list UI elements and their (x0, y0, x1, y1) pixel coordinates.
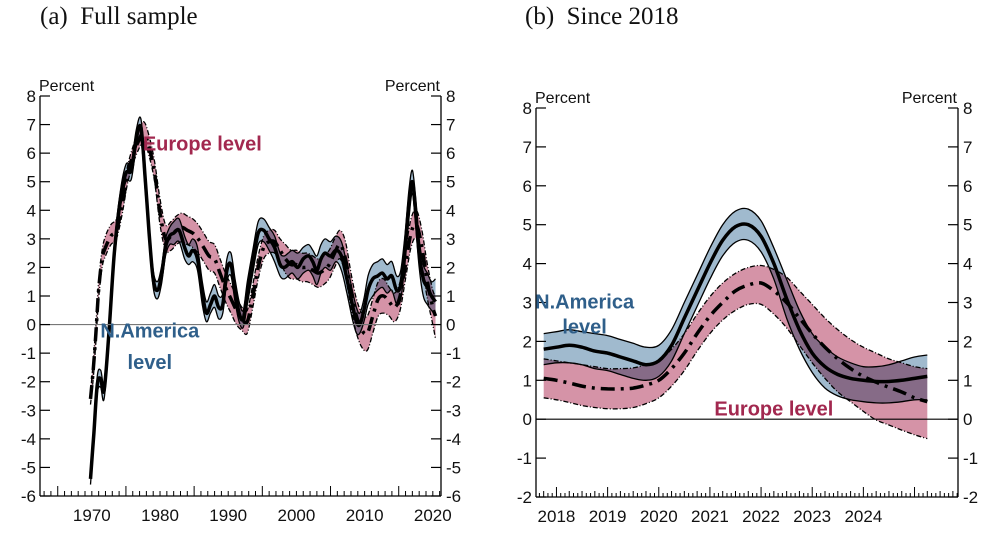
europe-level-line (88, 131, 438, 400)
y-tick-label-right: -4 (446, 430, 461, 449)
y-tick-label-right: 7 (963, 138, 972, 157)
europe-level-label: Europe level (714, 398, 833, 420)
x-tick-label: 2000 (278, 506, 316, 525)
y-axis-unit-right: Percent (385, 78, 441, 95)
y-tick-label-left: 3 (27, 230, 36, 249)
x-tick-label: 1980 (141, 506, 179, 525)
europe-upper-bound (543, 264, 928, 370)
y-tick-label-right: -1 (963, 449, 978, 468)
y-tick-label-left: 4 (27, 201, 36, 220)
y-tick-label-left: 0 (523, 410, 532, 429)
y-tick-label-right: -5 (446, 458, 461, 477)
europe-lower-bound (89, 141, 437, 405)
x-tick-label: 1990 (209, 506, 247, 525)
y-tick-label-left: 6 (523, 177, 532, 196)
y-tick-label-left: 2 (27, 258, 36, 277)
y-tick-label-left: 0 (27, 316, 36, 335)
x-tick-label: 2020 (414, 506, 452, 525)
x-tick-label: 2020 (640, 507, 678, 526)
panel-a-title: (a) Full sample (40, 3, 198, 30)
x-tick-label: 2021 (691, 507, 729, 526)
y-tick-label-left: -5 (21, 458, 36, 477)
europe-level-line (543, 281, 928, 404)
y-tick-label-left: 4 (523, 255, 532, 274)
y-tick-label-right: 4 (963, 255, 972, 274)
y-tick-label-right: 8 (446, 87, 455, 106)
plot-area (543, 207, 928, 440)
y-tick-label-right: 7 (446, 116, 455, 135)
namerica-level-label: level (562, 317, 606, 339)
namerica-level-label: N.America (100, 320, 200, 342)
y-tick-label-left: 1 (523, 371, 532, 390)
y-axis-unit-left: Percent (535, 90, 591, 107)
y-tick-label-right: 1 (963, 371, 972, 390)
europe-lower-bound (543, 302, 928, 440)
y-tick-label-left: 6 (27, 144, 36, 163)
y-tick-label-right: 4 (446, 201, 455, 220)
y-tick-label-right: 0 (446, 316, 455, 335)
y-tick-label-right: 5 (963, 216, 972, 235)
namerica-upper-bound (543, 207, 928, 368)
y-tick-label-right: 6 (963, 177, 972, 196)
y-tick-label-left: -1 (21, 344, 36, 363)
y-tick-label-right: 0 (963, 410, 972, 429)
y-tick-label-left: -1 (517, 449, 532, 468)
y-tick-label-left: -3 (21, 401, 36, 420)
y-axis-unit-left: Percent (39, 78, 95, 95)
y-tick-label-right: -2 (963, 488, 978, 507)
x-tick-label: 1970 (73, 506, 111, 525)
europe-band (543, 265, 928, 439)
y-tick-label-left: 5 (523, 216, 532, 235)
plot-area (88, 116, 438, 485)
europe-level-label: Europe level (143, 133, 262, 155)
y-tick-label-left: 3 (523, 294, 532, 313)
y-tick-label-right: -3 (446, 401, 461, 420)
y-tick-label-left: -2 (517, 488, 532, 507)
namerica-level-label: level (128, 352, 172, 374)
y-tick-label-right: 5 (446, 173, 455, 192)
y-tick-label-right: -6 (446, 487, 461, 506)
y-tick-label-right: 6 (446, 144, 455, 163)
y-tick-label-left: 2 (523, 332, 532, 351)
namerica-lower-bound (543, 238, 928, 404)
panel-a-full-sample: 8 8 7 7 6 6 5 5 4 4 3 3 2 2 1 1 0 0 -1 -1 -2 -2 -3 -3 -4 -4 -5 -5 -6… (21, 78, 461, 525)
y-tick-label-right: 8 (963, 99, 972, 118)
namerica-level-line (543, 222, 928, 384)
x-tick-label: 2024 (844, 507, 882, 526)
y-tick-label-left: 8 (27, 87, 36, 106)
y-tick-label-left: -4 (21, 430, 36, 449)
x-tick-label: 2019 (589, 507, 627, 526)
y-tick-label-left: 7 (523, 138, 532, 157)
y-tick-label-right: 2 (963, 332, 972, 351)
namerica-level-line (88, 123, 437, 480)
y-tick-label-left: 1 (27, 287, 36, 306)
y-tick-label-right: 3 (963, 294, 972, 313)
y-tick-label-left: 7 (27, 116, 36, 135)
x-tick-label: 2018 (538, 507, 576, 526)
y-tick-label-right: -2 (446, 373, 461, 392)
y-tick-label-left: 5 (27, 173, 36, 192)
x-tick-label: 2023 (793, 507, 831, 526)
y-tick-label-right: -1 (446, 344, 461, 363)
y-tick-label-right: 2 (446, 258, 455, 277)
y-tick-label-left: 8 (523, 99, 532, 118)
x-tick-label: 2022 (742, 507, 780, 526)
y-axis-unit-right: Percent (902, 90, 958, 107)
namerica-level-label: N.America (535, 291, 635, 313)
y-tick-label-right: 1 (446, 287, 455, 306)
y-tick-label-left: -6 (21, 487, 36, 506)
x-tick-label: 2010 (346, 506, 384, 525)
panel-b-since-2018: 8 8 7 7 6 6 5 5 4 4 3 3 2 2 1 1 0 0 -1 -1 -2 -2 Percent Percent… (517, 90, 978, 526)
namerica-band (543, 208, 928, 404)
y-tick-label-right: 3 (446, 230, 455, 249)
panel-b-title: (b) Since 2018 (525, 3, 679, 30)
y-tick-label-left: -2 (21, 373, 36, 392)
